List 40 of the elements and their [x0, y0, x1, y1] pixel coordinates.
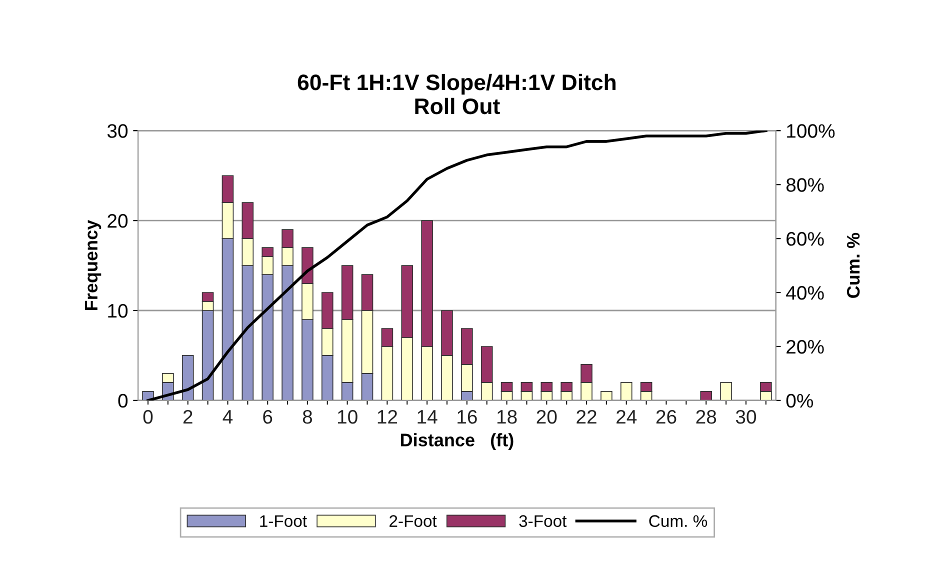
chart-title: 60-Ft 1H:1V Slope/4H:1V Ditch Roll Out [298, 74, 616, 114]
y2-tick-label: 20% [786, 340, 824, 354]
x-tick-label: 26 [656, 410, 676, 424]
x-tick-label: 2 [183, 410, 192, 424]
legend-label: 1-Foot [260, 515, 307, 527]
y2-tick-label: 0% [786, 394, 814, 408]
line-series [146, 130, 768, 400]
y-axis-title: Frequency [84, 220, 102, 310]
x-tick-label: 18 [497, 410, 517, 424]
y2-tick-label: 80% [786, 178, 824, 192]
x-tick-label: 6 [263, 410, 272, 424]
y-tick-label: 30 [107, 124, 128, 138]
x-tick-label: 24 [616, 410, 637, 424]
x-tick-label: 10 [338, 410, 358, 424]
x-tick-label: 20 [536, 410, 557, 424]
legend-label: 3-Foot [519, 515, 567, 527]
x-tick-label: 12 [378, 410, 398, 424]
y2-tick-label: 60% [786, 232, 824, 246]
x-axis-title: Distance (ft) [400, 433, 514, 450]
bar [182, 355, 194, 400]
y2-axis-title: Cum. % [846, 232, 860, 298]
x-tick-label: 8 [302, 410, 312, 424]
legend-label: 2-Foot [390, 515, 437, 527]
y-tick-label: 10 [108, 304, 128, 318]
bar [700, 391, 712, 400]
bar [720, 382, 732, 400]
y-tick-label: 20 [108, 214, 128, 228]
x-tick-label: 28 [696, 410, 716, 424]
bar [600, 391, 612, 400]
y-tick-label: 0 [118, 394, 128, 408]
x-tick-label: 4 [222, 410, 233, 424]
y2-tick-label: 40% [786, 286, 824, 300]
x-tick-label: 0 [143, 410, 153, 424]
legend-label: Cum. % [649, 515, 708, 527]
bar [620, 382, 632, 400]
x-tick-label: 16 [458, 410, 477, 424]
y2-tick-label: 100% [787, 124, 835, 138]
x-tick-label: 14 [418, 410, 438, 424]
x-tick-label: 30 [736, 410, 756, 424]
x-tick-label: 22 [576, 410, 596, 424]
